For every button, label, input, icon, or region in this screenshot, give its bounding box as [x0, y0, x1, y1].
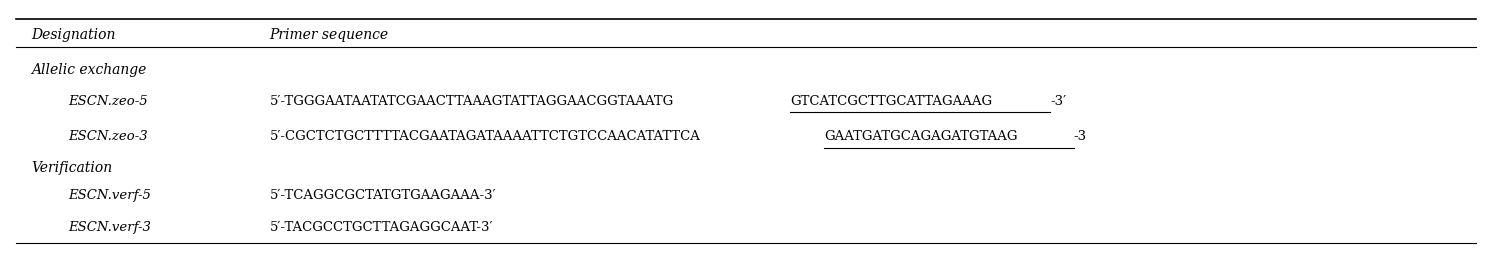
- Text: 5′-CGCTCTGCTTTTACGAATAGATAAAATTCTGTCCAACATATTCA: 5′-CGCTCTGCTTTTACGAATAGATAAAATTCTGTCCAAC…: [270, 130, 700, 143]
- Text: ESCN.verf-5: ESCN.verf-5: [69, 189, 151, 202]
- Text: ESCN.zeo-5: ESCN.zeo-5: [69, 95, 148, 108]
- Text: Designation: Designation: [31, 28, 115, 42]
- Text: GTCATCGCTTGCATTAGAAAG: GTCATCGCTTGCATTAGAAAG: [791, 95, 992, 108]
- Text: ESCN.zeo-3: ESCN.zeo-3: [69, 130, 148, 143]
- Text: Primer sequence: Primer sequence: [270, 28, 388, 42]
- Text: ESCN.verf-3: ESCN.verf-3: [69, 221, 151, 234]
- Text: Allelic exchange: Allelic exchange: [31, 63, 146, 77]
- Text: -3: -3: [1074, 130, 1086, 143]
- Text: GAATGATGCAGAGATGTAAG: GAATGATGCAGAGATGTAAG: [825, 130, 1018, 143]
- Text: -3′: -3′: [1050, 95, 1067, 108]
- Text: 5′-TCAGGCGCTATGTGAAGAAA-3′: 5′-TCAGGCGCTATGTGAAGAAA-3′: [270, 189, 495, 202]
- Text: 5′-TGGGAATAATATCGAACTTAAAGTATTAGGAACGGTAAATG: 5′-TGGGAATAATATCGAACTTAAAGTATTAGGAACGGTA…: [270, 95, 674, 108]
- Text: 5′-TACGCCTGCTTAGAGGCAAT-3′: 5′-TACGCCTGCTTAGAGGCAAT-3′: [270, 221, 492, 234]
- Text: Verification: Verification: [31, 161, 112, 175]
